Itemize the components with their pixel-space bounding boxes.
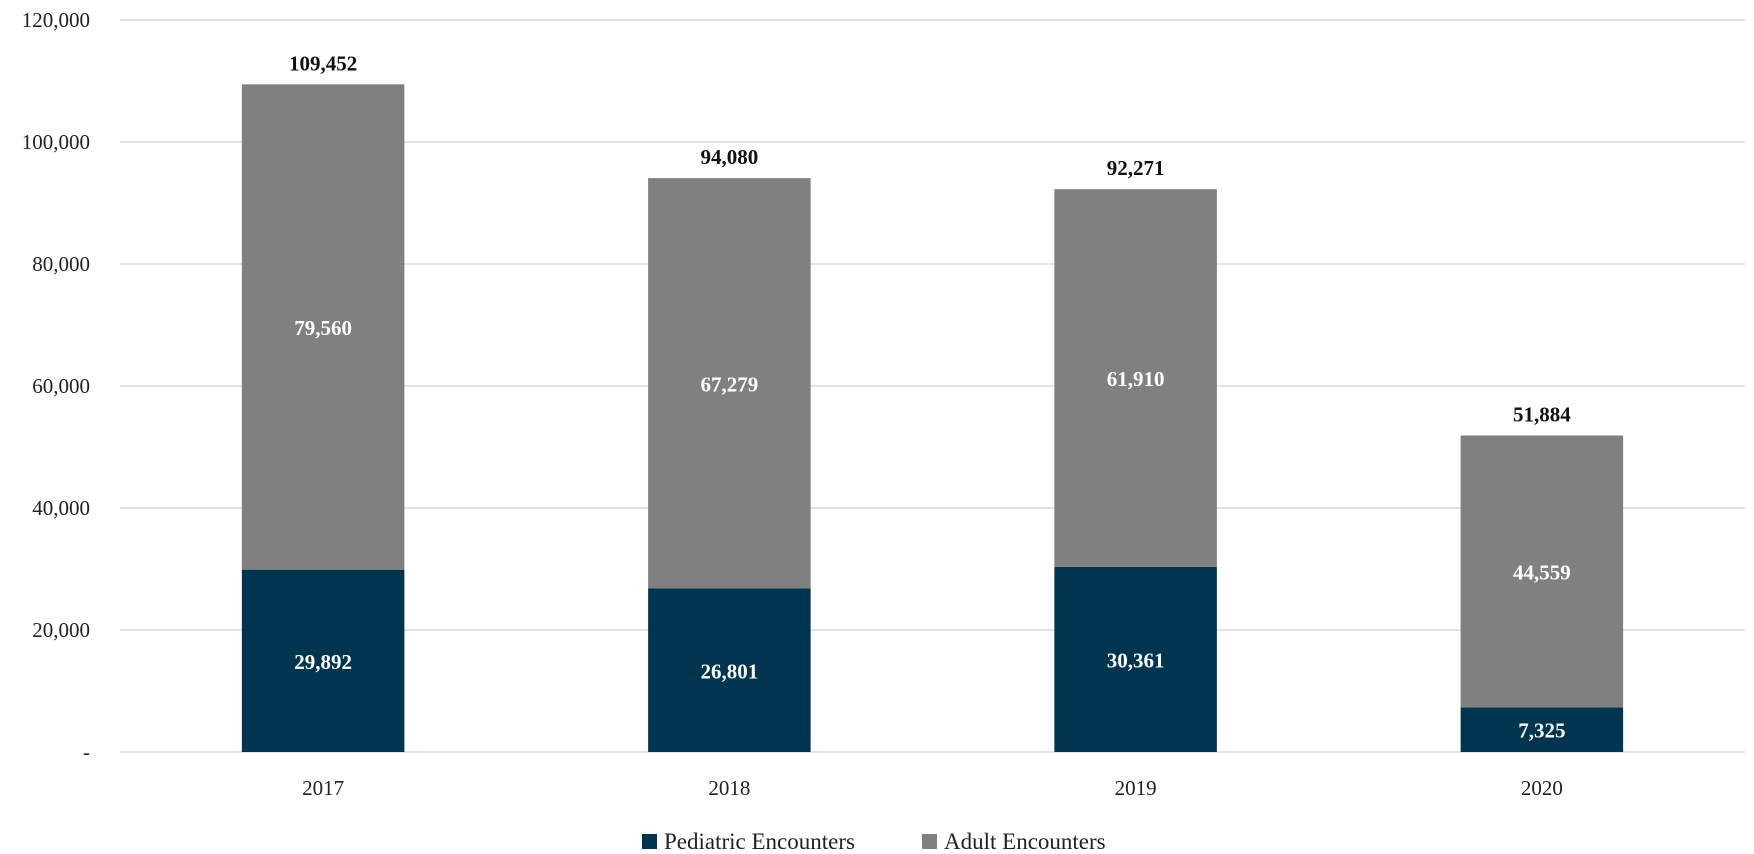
segment-value-label: 7,325 <box>1518 719 1565 743</box>
segment-value-label: 26,801 <box>701 659 759 683</box>
segment-value-label: 29,892 <box>294 650 352 674</box>
total-value-label: 51,884 <box>1513 403 1571 427</box>
legend: Pediatric Encounters Adult Encounters <box>642 829 1106 854</box>
segment-value-label: 61,910 <box>1107 367 1165 391</box>
segment-value-label: 79,560 <box>294 316 352 340</box>
segment-value-label: 67,279 <box>701 372 759 396</box>
y-tick-label: 60,000 <box>32 374 90 398</box>
total-value-label: 92,271 <box>1107 156 1165 180</box>
y-tick-label: 20,000 <box>32 618 90 642</box>
legend-label-pediatric: Pediatric Encounters <box>664 829 855 854</box>
x-tick-label: 2020 <box>1521 776 1563 800</box>
bar-segment-pediatric <box>648 588 811 752</box>
bar-segment-pediatric <box>1054 566 1217 752</box>
y-tick-label: 100,000 <box>22 130 90 154</box>
segment-value-label: 44,559 <box>1513 560 1571 584</box>
legend-swatch-pediatric <box>642 834 657 849</box>
total-value-label: 94,080 <box>701 145 759 169</box>
bar-segment-adult <box>648 178 811 589</box>
x-axis-tick-labels: 2017 2018 2019 2020 <box>302 776 1563 800</box>
bar-segment-adult <box>241 84 405 570</box>
legend-label-adult: Adult Encounters <box>944 829 1106 854</box>
segment-value-label: 30,361 <box>1107 648 1165 672</box>
total-value-label: 109,452 <box>289 51 357 75</box>
x-tick-label: 2017 <box>302 776 344 800</box>
y-tick-label: 80,000 <box>32 252 90 276</box>
y-axis-tick-labels: - 20,000 40,000 60,000 80,000 100,000 120,000 <box>22 8 90 764</box>
bar-segment-pediatric <box>1460 707 1624 752</box>
bar-segment-adult <box>1054 189 1217 567</box>
y-tick-label: 120,000 <box>22 8 90 32</box>
legend-swatch-adult <box>922 834 937 849</box>
y-tick-label: - <box>83 740 90 764</box>
bar-segment-pediatric <box>241 569 405 752</box>
x-tick-label: 2018 <box>708 776 750 800</box>
x-tick-label: 2019 <box>1115 776 1157 800</box>
bars <box>241 84 1624 752</box>
data-labels: 29,892 79,560 109,452 26,801 67,279 94,080 30,… <box>289 51 1571 742</box>
y-tick-label: 40,000 <box>32 496 90 520</box>
bar-segment-adult <box>1460 435 1624 708</box>
